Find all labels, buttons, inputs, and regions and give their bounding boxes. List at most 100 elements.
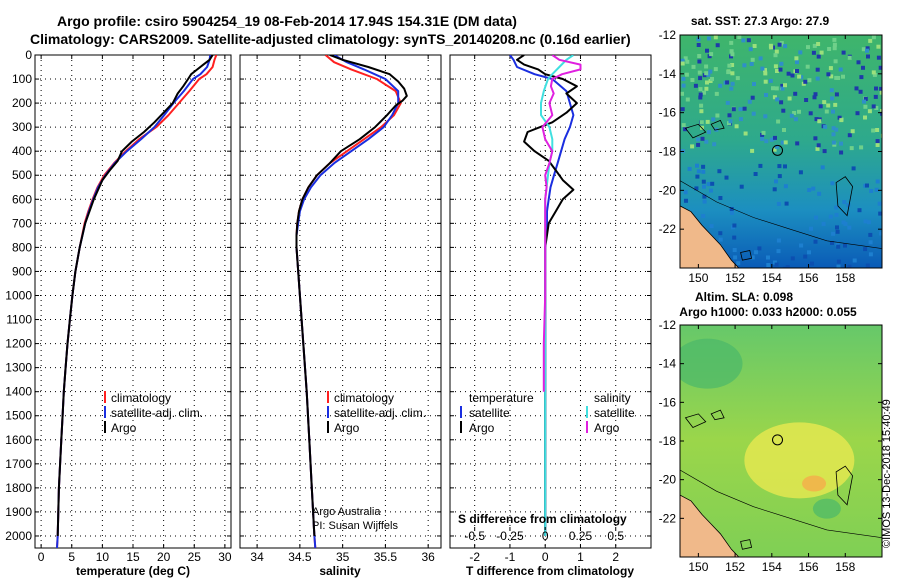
reef-contour (835, 465, 854, 506)
sst-pixel (783, 44, 788, 49)
sst-pixel (694, 186, 699, 191)
sst-pixel (711, 117, 716, 122)
sst-pixel (815, 76, 820, 81)
sst-pixel (839, 118, 844, 123)
sst-pixel (854, 86, 859, 91)
depth-tick-label: 0 (25, 48, 32, 62)
sst-pixel (835, 225, 839, 230)
sst-pixel (834, 205, 839, 210)
legend-swatch-satellite-sal (327, 406, 329, 418)
sst-pixel (826, 72, 831, 77)
sst-pixel (835, 242, 840, 247)
x-tick-label: 15 (126, 550, 140, 564)
sst-pixel (836, 264, 841, 268)
sst-pixel (789, 113, 794, 118)
sst-pixel (814, 117, 819, 122)
lon-tick-label: 158 (835, 271, 855, 285)
sst-pixel (798, 170, 803, 175)
sst-pixel (758, 163, 763, 168)
sst-pixel (783, 164, 787, 169)
sst-map-title: sat. SST: 27.3 Argo: 27.9 (691, 14, 830, 28)
lat-tick-label: -14 (659, 357, 677, 371)
sst-pixel (729, 54, 733, 59)
legend-argo: Argo (111, 421, 137, 435)
sst-pixel (763, 68, 767, 73)
sst-pixel (760, 66, 765, 71)
sst-pixel (738, 107, 743, 112)
sst-pixel (857, 208, 862, 213)
sst-pixel (826, 103, 831, 108)
sst-pixel (705, 48, 709, 53)
sst-pixel (776, 201, 781, 206)
sst-pixel (749, 62, 754, 66)
sst-pixel (690, 144, 695, 149)
sst-pixel (856, 60, 861, 65)
sst-pixel (794, 56, 799, 61)
sst-pixel (766, 263, 771, 267)
reef-contour (740, 539, 753, 550)
sst-pixel (880, 133, 882, 138)
sst-pixel (852, 258, 857, 263)
sst-pixel (742, 106, 747, 111)
sst-pixel (732, 235, 737, 240)
sst-pixel (707, 130, 711, 135)
depth-tick-label: 400 (12, 144, 32, 158)
sst-pixel (760, 136, 765, 141)
sst-pixel (866, 54, 870, 59)
sst-pixel (809, 226, 813, 231)
series-group (509, 55, 582, 536)
sst-pixel (775, 69, 779, 73)
legend-t-satellite: satellite (469, 406, 510, 420)
sst-pixel (698, 95, 703, 100)
sst-pixel (725, 100, 730, 105)
lat-tick-label: -12 (659, 318, 677, 332)
x-tick-label: -1 (505, 550, 516, 564)
sst-pixel (709, 224, 714, 229)
sst-pixel (831, 109, 835, 114)
sst-pixel (681, 83, 686, 88)
sst-pixel (798, 50, 803, 55)
sst-pixel (832, 46, 837, 51)
sst-pixel (754, 250, 758, 255)
sst-pixel (718, 231, 723, 236)
argo-float-marker (772, 434, 784, 446)
sst-pixel (834, 127, 839, 132)
sst-pixel (747, 99, 752, 104)
sst-pixel (834, 75, 839, 80)
sst-pixel (776, 119, 781, 124)
temperature-panel: 0 5 10 15 20 25 30 (34, 54, 232, 564)
sst-pixel (831, 126, 836, 131)
sst-pixel (752, 82, 756, 86)
sst-pixel (764, 93, 768, 97)
sst-pixel (795, 60, 799, 65)
sst-pixel (875, 139, 880, 144)
sst-pixel (758, 56, 763, 61)
sst-pixel (783, 140, 788, 145)
temperature-legend: climatology satellite-adj. clim. Argo (104, 391, 203, 435)
sst-pixel (804, 98, 809, 102)
series-climatology (295, 55, 402, 548)
land-coastline (680, 205, 740, 268)
credit-argo-australia: Argo Australia (312, 506, 381, 518)
depth-tick-label: 2000 (5, 529, 32, 543)
sst-pixel (866, 220, 871, 225)
sst-pixel (766, 255, 770, 260)
legend-temperature-header: temperature (469, 391, 534, 405)
x-tick-label: 5 (68, 550, 75, 564)
sst-pixel (772, 147, 777, 152)
sst-pixel (777, 42, 782, 47)
sst-pixel (710, 181, 715, 186)
sst-pixel (807, 250, 811, 255)
lon-tick-label: 158 (835, 560, 855, 574)
sst-pixel (876, 55, 881, 60)
sst-pixel (839, 141, 843, 146)
sst-pixel (773, 53, 778, 58)
x-tick-label: 30 (218, 550, 232, 564)
sst-pixel (847, 133, 852, 138)
sst-pixel (732, 223, 737, 228)
sst-pixel (816, 54, 821, 59)
sst-pixel (750, 57, 755, 62)
depth-tick-label: 800 (12, 240, 32, 254)
sst-pixel (823, 124, 828, 129)
sst-pixel (750, 95, 755, 100)
